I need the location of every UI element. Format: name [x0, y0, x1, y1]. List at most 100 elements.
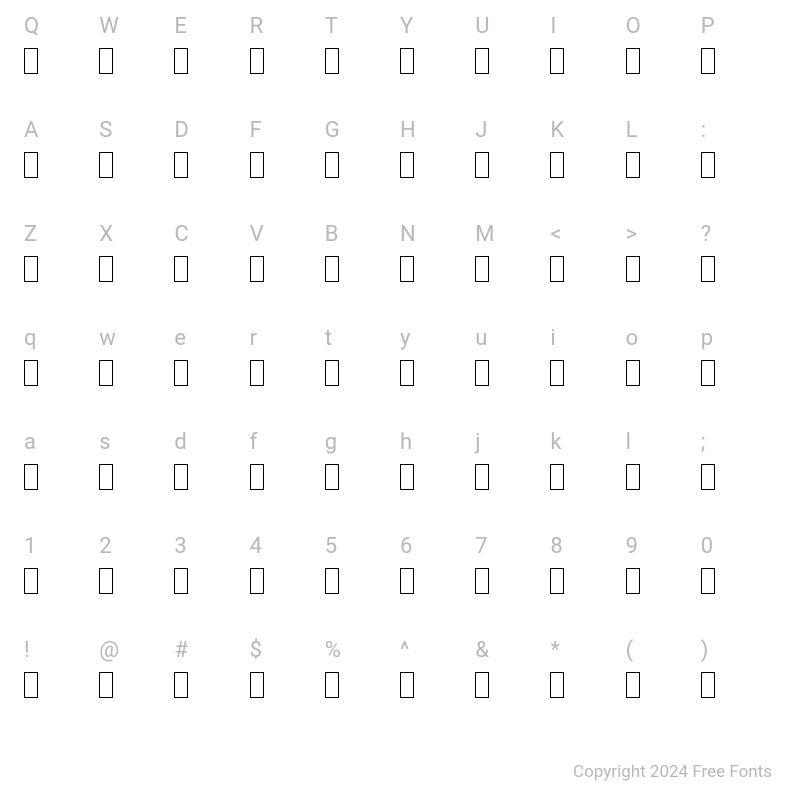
- missing-glyph-box: [475, 672, 489, 698]
- char-cell: y: [400, 320, 475, 424]
- char-cell: $: [250, 632, 325, 736]
- char-label: C: [174, 216, 188, 246]
- char-cell: ?: [701, 216, 776, 320]
- char-cell: I: [550, 8, 625, 112]
- char-cell: i: [550, 320, 625, 424]
- missing-glyph-box: [174, 464, 188, 490]
- copyright-text: Copyright 2024 Free Fonts: [573, 762, 772, 782]
- character-map-grid: QWERTYUIOPASDFGHJKL:ZXCVBNM<>?qwertyuiop…: [0, 0, 800, 736]
- char-cell: J: [475, 112, 550, 216]
- char-cell: B: [325, 216, 400, 320]
- char-label: K: [550, 112, 564, 142]
- char-label: W: [99, 8, 119, 38]
- missing-glyph-box: [24, 672, 38, 698]
- char-label: #: [174, 632, 188, 662]
- char-cell: >: [626, 216, 701, 320]
- missing-glyph-box: [24, 152, 38, 178]
- char-cell: E: [174, 8, 249, 112]
- missing-glyph-box: [174, 360, 188, 386]
- missing-glyph-box: [701, 464, 715, 490]
- char-cell: ): [701, 632, 776, 736]
- missing-glyph-box: [400, 256, 414, 282]
- missing-glyph-box: [99, 568, 113, 594]
- missing-glyph-box: [99, 464, 113, 490]
- char-cell: T: [325, 8, 400, 112]
- char-cell: u: [475, 320, 550, 424]
- char-cell: D: [174, 112, 249, 216]
- missing-glyph-box: [475, 360, 489, 386]
- char-cell: A: [24, 112, 99, 216]
- char-cell: j: [475, 424, 550, 528]
- missing-glyph-box: [475, 48, 489, 74]
- char-label: r: [250, 320, 257, 350]
- char-cell: Q: [24, 8, 99, 112]
- missing-glyph-box: [174, 152, 188, 178]
- char-cell: 0: [701, 528, 776, 632]
- char-label: J: [475, 112, 487, 142]
- char-cell: h: [400, 424, 475, 528]
- char-cell: H: [400, 112, 475, 216]
- char-label: 1: [24, 528, 36, 558]
- char-cell: Z: [24, 216, 99, 320]
- char-label: d: [174, 424, 186, 454]
- missing-glyph-box: [325, 568, 339, 594]
- char-cell: 4: [250, 528, 325, 632]
- char-cell: !: [24, 632, 99, 736]
- char-cell: s: [99, 424, 174, 528]
- missing-glyph-box: [400, 568, 414, 594]
- char-cell: 5: [325, 528, 400, 632]
- missing-glyph-box: [550, 360, 564, 386]
- char-cell: N: [400, 216, 475, 320]
- missing-glyph-box: [174, 256, 188, 282]
- char-label: w: [99, 320, 116, 350]
- char-label: p: [701, 320, 713, 350]
- char-cell: r: [250, 320, 325, 424]
- char-label: 3: [174, 528, 186, 558]
- char-label: 4: [250, 528, 262, 558]
- char-label: ?: [701, 216, 711, 246]
- char-label: (: [626, 632, 634, 662]
- missing-glyph-box: [24, 256, 38, 282]
- char-cell: W: [99, 8, 174, 112]
- char-cell: X: [99, 216, 174, 320]
- char-cell: d: [174, 424, 249, 528]
- missing-glyph-box: [400, 152, 414, 178]
- missing-glyph-box: [24, 464, 38, 490]
- missing-glyph-box: [701, 568, 715, 594]
- char-label: Z: [24, 216, 37, 246]
- missing-glyph-box: [174, 568, 188, 594]
- char-label: V: [250, 216, 264, 246]
- char-label: t: [325, 320, 332, 350]
- char-label: i: [550, 320, 555, 350]
- missing-glyph-box: [626, 256, 640, 282]
- missing-glyph-box: [99, 152, 113, 178]
- char-cell: &: [475, 632, 550, 736]
- missing-glyph-box: [550, 464, 564, 490]
- missing-glyph-box: [475, 464, 489, 490]
- missing-glyph-box: [24, 568, 38, 594]
- missing-glyph-box: [325, 256, 339, 282]
- missing-glyph-box: [626, 464, 640, 490]
- missing-glyph-box: [626, 672, 640, 698]
- char-cell: <: [550, 216, 625, 320]
- missing-glyph-box: [99, 256, 113, 282]
- missing-glyph-box: [99, 672, 113, 698]
- char-label: 6: [400, 528, 412, 558]
- missing-glyph-box: [400, 672, 414, 698]
- char-label: !: [24, 632, 30, 662]
- char-cell: P: [701, 8, 776, 112]
- missing-glyph-box: [24, 48, 38, 74]
- missing-glyph-box: [701, 672, 715, 698]
- char-cell: 1: [24, 528, 99, 632]
- missing-glyph-box: [174, 48, 188, 74]
- char-cell: 8: [550, 528, 625, 632]
- char-label: o: [626, 320, 639, 350]
- missing-glyph-box: [550, 672, 564, 698]
- char-cell: L: [626, 112, 701, 216]
- missing-glyph-box: [325, 48, 339, 74]
- char-label: D: [174, 112, 188, 142]
- missing-glyph-box: [325, 464, 339, 490]
- char-label: &: [475, 632, 489, 662]
- char-label: L: [626, 112, 638, 142]
- char-cell: F: [250, 112, 325, 216]
